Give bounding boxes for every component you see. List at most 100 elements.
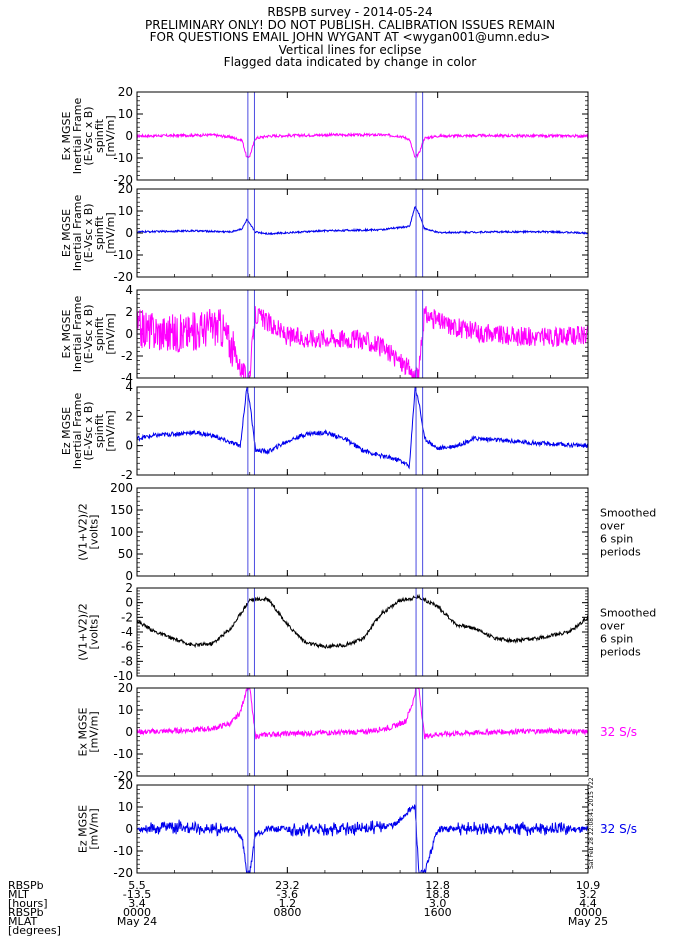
y-tick-label: 50: [118, 547, 133, 561]
y-tick-label: -20: [113, 769, 133, 783]
y-axis-label-line: Ez MGSE: [60, 209, 73, 257]
right-label-line: 6 spin: [600, 633, 633, 646]
y-axis-label-line: [mV/m]: [104, 410, 117, 451]
series-line: [137, 306, 588, 378]
y-tick-label: 10: [118, 800, 133, 814]
right-label-line: over: [600, 620, 625, 633]
y-axis-label-line: Ez MGSE: [60, 407, 73, 455]
y-tick-label: -10: [113, 669, 133, 683]
ephemeris-row-label: MLT: [8, 888, 29, 901]
y-tick-label: 0: [125, 596, 133, 610]
ephemeris-value-mlt: 23.2: [275, 879, 300, 892]
y-tick-label: -10: [113, 747, 133, 761]
panel-frame: [136, 386, 589, 476]
y-tick-label: -20: [113, 866, 133, 880]
ephemeris-row-label: MLAT: [8, 915, 38, 928]
warning-line-1: PRELIMINARY ONLY! DO NOT PUBLISH. CALIBR…: [144, 17, 556, 32]
series-line: [137, 593, 588, 650]
y-axis-label: Ez MGSE[mV/m]: [77, 805, 101, 853]
y-axis-label-line: Inertial Frame: [71, 98, 84, 175]
figure-title: RBSPB survey - 2014-05-24: [267, 5, 433, 19]
ephemeris-value-mlat: -13.5: [123, 888, 151, 901]
right-label-line: Smoothed: [600, 607, 656, 620]
y-tick-label: 0: [125, 569, 133, 583]
ephemeris-value-l: 3.0: [429, 897, 447, 910]
y-tick-label: -20: [113, 270, 133, 284]
y-axis-label-line: Inertial Frame: [71, 393, 84, 470]
y-axis-label-line: (V1+V2)/2: [77, 603, 90, 661]
y-axis-label-line: spinfit: [93, 118, 106, 153]
ephemeris-value-l: 4.4: [579, 897, 597, 910]
panel-frame: [136, 91, 589, 181]
ephemeris-value-mlat: -3.6: [277, 888, 298, 901]
eclipse-note: Vertical lines for eclipse: [278, 42, 422, 57]
warning-line-2: FOR QUESTIONS EMAIL JOHN WYGANT AT <wyga…: [149, 30, 551, 44]
series-line: [137, 688, 588, 740]
y-tick-label: 0: [125, 725, 133, 739]
panel-ex-32sps: 20 10 0 -10 -20 Ex MGSE[mV/m] 32 S/s: [77, 681, 638, 783]
y-tick-label: 2: [125, 305, 133, 319]
right-label-line: Smoothed: [600, 507, 656, 520]
ephemeris-row-label: RBSPb: [8, 906, 44, 919]
y-tick-label: 4: [125, 380, 133, 394]
y-axis-label-line: [mV/m]: [88, 808, 101, 849]
right-label-line: 32 S/s: [600, 822, 637, 836]
panel-potential-wide: 200 150 100 50 0 (V1+V2)/2[volts] Smoothedover…: [77, 481, 657, 583]
y-axis-label-line: (E-Vsc x B): [82, 401, 95, 460]
series-line: [137, 387, 588, 470]
series-line: [137, 131, 588, 159]
y-tick-label: -4: [121, 371, 133, 385]
ephemeris-value-time: 1600: [424, 906, 452, 919]
panel-frame: [136, 487, 589, 577]
panel-frame: [136, 587, 589, 677]
y-tick-label: 10: [118, 204, 133, 218]
y-tick-label: 20: [118, 778, 133, 792]
figure-header: RBSPB survey - 2014-05-24 PRELIMINARY ON…: [0, 6, 700, 69]
right-label-line: 6 spin: [600, 533, 633, 546]
y-axis-label-line: (E-Vsc x B): [82, 304, 95, 363]
y-tick-label: -2: [121, 349, 133, 363]
y-tick-label: 100: [110, 525, 133, 539]
ephemeris-value-time: 0800: [273, 906, 301, 919]
flag-note: Flagged data indicated by change in colo…: [223, 55, 477, 69]
ephemeris-value-mlat: 3.2: [579, 888, 597, 901]
y-axis-label-line: Ex MGSE: [77, 707, 90, 756]
y-axis-label-line: Ex MGSE: [60, 309, 73, 358]
y-tick-label: 10: [118, 107, 133, 121]
panel-frame: [136, 289, 589, 379]
y-axis-label-line: [mV/m]: [104, 115, 117, 156]
y-axis-label-line: [volts]: [88, 615, 101, 650]
y-axis-label-line: [mV/m]: [88, 711, 101, 752]
series-line: [137, 205, 588, 236]
y-axis-label-line: Ez MGSE: [77, 805, 90, 853]
ephemeris-value-time: 0000: [123, 906, 151, 919]
y-tick-label: 10: [118, 703, 133, 717]
ephemeris-value-l: 3.4: [128, 897, 146, 910]
y-tick-label: -20: [113, 173, 133, 187]
y-axis-label-line: Ex MGSE: [60, 111, 73, 160]
y-tick-label: -2: [121, 468, 133, 482]
ephemeris-value-mlt: 5.5: [128, 879, 146, 892]
right-label-line: periods: [600, 546, 641, 559]
y-tick-label: -10: [113, 844, 133, 858]
y-axis-label: Ex MGSE[mV/m]: [77, 707, 101, 756]
y-tick-label: 0: [125, 226, 133, 240]
ephemeris-value-date: May 25: [568, 915, 608, 928]
y-axis-label-line: Inertial Frame: [71, 195, 84, 272]
y-axis-label-line: spinfit: [93, 413, 106, 448]
ephemeris-value-l: 1.2: [279, 897, 297, 910]
y-tick-label: 2: [125, 581, 133, 595]
y-axis-label-line: [volts]: [88, 515, 101, 550]
right-label-line: over: [600, 520, 625, 533]
y-tick-label: 20: [118, 681, 133, 695]
y-tick-label: 2: [125, 409, 133, 423]
ephemeris-row-label: RBSPb: [8, 879, 44, 892]
y-tick-label: 20: [118, 182, 133, 196]
